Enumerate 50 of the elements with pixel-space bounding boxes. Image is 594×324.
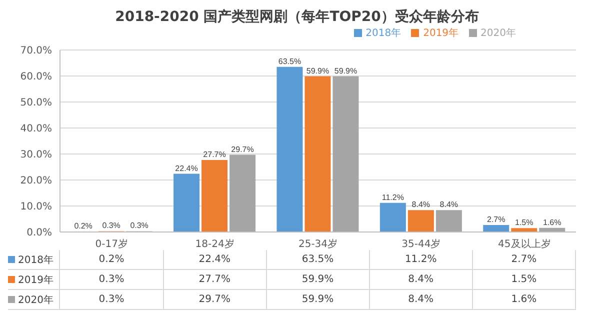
x-tick-label: 35-44岁 — [402, 238, 441, 250]
data-label: 0.3% — [60, 270, 164, 289]
text: 0.2% — [74, 221, 92, 230]
data-label: 59.9% — [266, 290, 370, 309]
text: 2020年 — [18, 294, 54, 306]
legend-label: 2019年 — [423, 28, 459, 39]
data-label: 8.4% — [370, 290, 473, 309]
data-label: 0.2% — [60, 250, 164, 269]
data-label: 27.7% — [164, 270, 267, 289]
data-label: 63.5% — [266, 250, 370, 269]
text: 63.5% — [278, 56, 302, 66]
data-label: 29.7% — [164, 290, 267, 309]
text: 2019年 — [18, 274, 54, 286]
x-tick-label: 25-34岁 — [298, 238, 338, 250]
data-label: 22.4% — [164, 250, 267, 269]
data-label: 1.5% — [472, 270, 576, 289]
text: 11.2% — [382, 192, 404, 202]
data-label: 59.9% — [266, 270, 370, 289]
y-tick-label: 30.0% — [20, 150, 52, 161]
y-tick-label: 70.0% — [20, 46, 52, 57]
x-tick-label: 45及以上岁 — [498, 238, 551, 250]
legend-label: 2018年 — [366, 28, 402, 39]
text: 8.4% — [412, 200, 430, 210]
y-tick-label: 60.0% — [20, 72, 52, 83]
text: 22.4% — [175, 164, 198, 173]
text: 8.4% — [440, 200, 458, 210]
chart-title: 2018-2020 国产类型网剧（每年TOP20）受众年龄分布 — [114, 8, 480, 27]
text: 59.9% — [306, 66, 330, 76]
y-tick-label: 40.0% — [20, 124, 52, 135]
text: 0.3% — [102, 221, 120, 230]
y-tick-label: 20.0% — [20, 176, 52, 187]
data-label: 8.4% — [370, 270, 473, 289]
y-tick-label: 10.0% — [20, 202, 52, 213]
text: 2.7% — [487, 214, 506, 224]
legend-label: 2020年 — [480, 28, 516, 39]
text: 2018年 — [18, 254, 54, 266]
text: 59.9% — [334, 66, 358, 76]
y-tick-label: 0.0% — [26, 228, 52, 239]
x-tick-label: 0-17岁 — [95, 238, 128, 250]
text: 29.7% — [231, 144, 254, 154]
data-label: 0.3% — [60, 290, 164, 309]
data-label: 2.7% — [472, 250, 576, 269]
text: 1.6% — [543, 218, 562, 227]
text: 1.5% — [515, 218, 534, 228]
x-tick-label: 18-24岁 — [195, 238, 234, 250]
data-label: 11.2% — [370, 250, 473, 269]
text: 27.7% — [203, 150, 226, 159]
text: 0.3% — [130, 221, 148, 230]
y-tick-label: 50.0% — [20, 98, 52, 109]
data-label: 1.6% — [472, 290, 576, 309]
